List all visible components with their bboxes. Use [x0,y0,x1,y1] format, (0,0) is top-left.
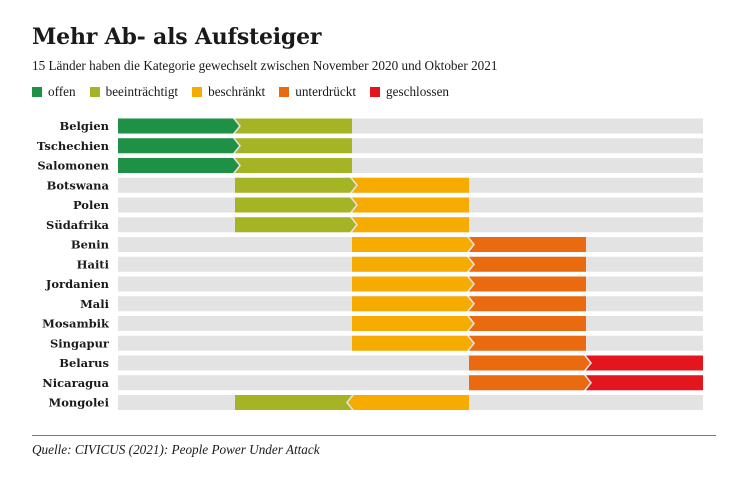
country-label-mosambik: Mosambik [42,317,110,331]
bar-to-suedafrika [352,217,469,233]
row-haiti: Haiti [77,256,703,272]
row-benin: Benin [71,237,703,252]
row-mosambik: Mosambik [42,316,703,331]
bar-from-singapur [352,335,473,351]
bar-to-singapur [469,335,586,351]
bar-to-nicaragua [586,375,703,391]
bar-from-haiti [352,256,473,272]
source-divider [32,435,716,436]
bar-from-belgien [118,118,239,134]
bar-to-haiti [469,256,586,272]
bar-from-benin [352,237,473,252]
bar-to-benin [469,237,586,252]
legend-swatch-beschraenkt [192,87,203,97]
country-label-mongolei: Mongolei [48,396,109,410]
source-prefix: Quelle: CIVICUS (2021): [32,442,172,457]
legend-swatch-offen [32,87,42,97]
source-work: People Power Under Attack [171,442,320,457]
country-label-salomonen: Salomonen [37,159,109,173]
row-nicaragua: Nicaragua [42,375,703,391]
bar-to-salomonen [235,158,352,173]
bar-from-suedafrika [235,217,356,233]
bar-to-mali [469,296,586,312]
bar-from-belarus [469,355,590,371]
country-label-belgien: Belgien [60,119,110,133]
bar-from-jordanien [352,276,473,292]
category-change-chart: Belgien Tschechien Salomonen Botswana Polen S… [37,118,703,410]
legend-item-beeintraechtigt: beeinträchtigt [89,84,179,100]
row-jordanien: Jordanien [45,276,703,292]
legend-swatch-unterdrueckt [279,87,290,97]
row-mongolei: Mongolei [48,395,703,410]
country-label-nicaragua: Nicaragua [42,376,109,390]
row-tschechien: Tschechien [37,138,703,154]
country-label-singapur: Singapur [50,336,110,350]
legend-item-offen: offen [32,84,76,100]
legend-swatch-geschlossen [370,87,381,97]
bar-from-mosambik [352,316,473,331]
legend-item-beschraenkt: beschränkt [192,84,265,100]
country-label-botswana: Botswana [47,178,110,192]
row-botswana: Botswana [47,177,703,193]
country-label-suedafrika: Südafrika [46,218,110,232]
bar-to-mosambik [469,316,586,331]
legend-swatch-beeintraechtigt [89,87,100,97]
bar-to-jordanien [469,276,586,292]
bar-to-botswana [352,177,469,193]
bar-from-tschechien [118,138,239,154]
bar-from-salomonen [118,158,239,173]
row-polen: Polen [73,197,703,213]
bar-to-belarus [586,355,703,371]
country-label-benin: Benin [71,238,110,252]
legend-label-unterdrueckt: unterdrückt [295,84,357,99]
legend-label-beeintraechtigt: beeinträchtigt [105,84,179,99]
bar-to-belgien [235,118,352,134]
bar-to-polen [352,197,469,213]
legend-label-geschlossen: geschlossen [386,84,450,99]
bar-from-polen [235,197,356,213]
bar-from-mongolei [348,395,469,410]
bar-to-tschechien [235,138,352,154]
legend-label-beschraenkt: beschränkt [208,84,266,99]
legend-item-unterdrueckt: unterdrückt [279,84,356,100]
legend-label-offen: offen [48,84,76,99]
bar-from-nicaragua [469,375,590,391]
bar-from-mali [352,296,473,312]
row-belgien: Belgien [60,118,703,134]
source-note: Quelle: CIVICUS (2021): People Power Und… [32,442,320,458]
row-suedafrika: Südafrika [46,217,703,233]
chart-title: Mehr Ab- als Aufsteiger [32,24,322,50]
bar-to-mongolei [235,395,352,410]
country-label-jordanien: Jordanien [45,277,110,291]
country-label-belarus: Belarus [59,356,109,370]
bar-from-botswana [235,177,356,193]
legend: offen beeinträchtigt beschränkt unterdrü… [32,84,463,100]
row-singapur: Singapur [50,335,703,351]
row-mali: Mali [80,296,703,312]
chart-subtitle: 15 Länder haben die Kategorie gewechselt… [32,58,498,73]
legend-item-geschlossen: geschlossen [370,84,449,100]
country-label-polen: Polen [73,198,110,212]
country-label-haiti: Haiti [77,257,110,271]
country-label-mali: Mali [80,297,110,311]
row-belarus: Belarus [59,355,703,371]
country-label-tschechien: Tschechien [37,139,110,153]
row-salomonen: Salomonen [37,158,703,173]
